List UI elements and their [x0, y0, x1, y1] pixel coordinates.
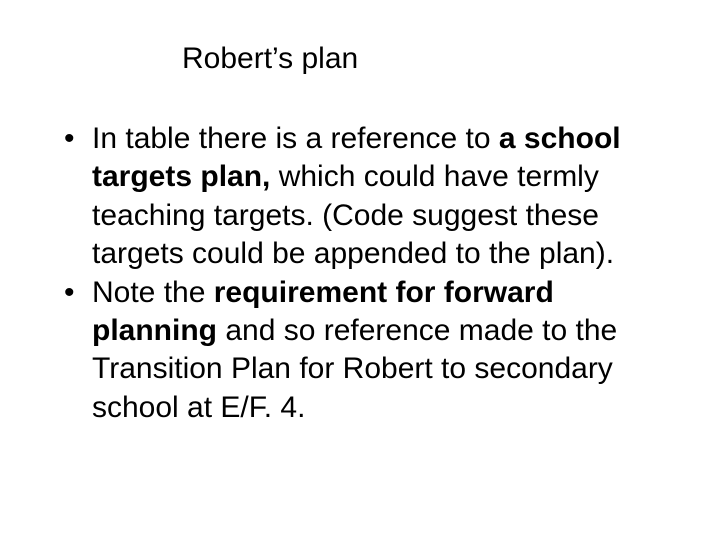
text: In table there is a reference to — [92, 122, 499, 155]
list-item: Note the requirement for forward plannin… — [60, 274, 680, 428]
slide-title: Robert’s plan — [182, 42, 358, 76]
bullet-list: In table there is a reference to a schoo… — [60, 120, 680, 427]
slide: Robert’s plan In table there is a refere… — [0, 0, 720, 540]
slide-body: In table there is a reference to a schoo… — [60, 120, 680, 427]
text: Note the — [92, 276, 214, 309]
list-item: In table there is a reference to a schoo… — [60, 120, 680, 274]
